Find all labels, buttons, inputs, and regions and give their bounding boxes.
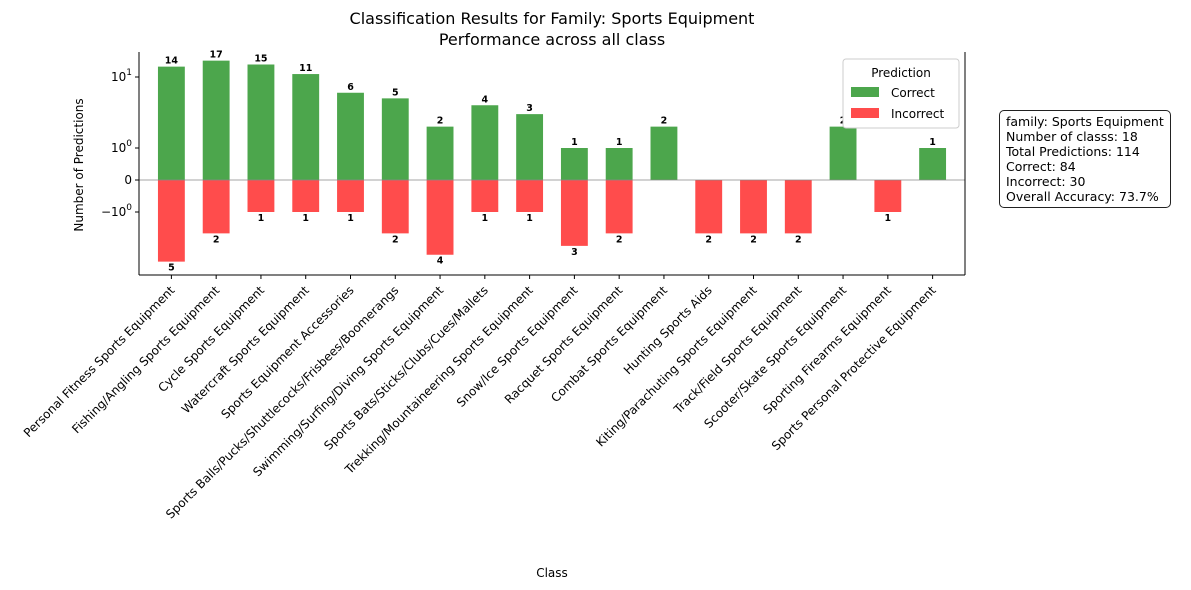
bar-correct [157, 66, 185, 180]
x-tick-label: Sports Personal Protective Equipment [769, 283, 939, 453]
bar-value-label-incorrect: 2 [705, 234, 712, 245]
bar-value-label-incorrect: 1 [258, 213, 265, 224]
bar-incorrect [516, 180, 544, 212]
summary-line-family: family: Sports Equipment [1006, 114, 1164, 129]
bar-incorrect [874, 180, 902, 212]
legend-title: Prediction [871, 66, 931, 80]
bar-value-label-incorrect: 1 [482, 213, 489, 224]
bar-incorrect [337, 180, 364, 212]
bar-correct [247, 64, 275, 180]
bar-incorrect [605, 180, 633, 234]
bar-value-label-incorrect: 2 [616, 234, 623, 245]
bar-value-label-incorrect: 1 [526, 213, 533, 224]
bar-incorrect [426, 180, 454, 255]
summary-line-class-count: Number of classs: 18 [1006, 129, 1138, 144]
x-axis-label: Class [536, 566, 568, 580]
bar-correct [337, 92, 364, 180]
bar-value-label-correct: 1 [571, 137, 578, 148]
bar-correct [605, 148, 633, 180]
bar-incorrect [381, 180, 409, 234]
bar-value-label-incorrect: 4 [437, 256, 444, 267]
bar-value-label-correct: 6 [347, 82, 354, 93]
value-labels-layer: 145172151111615224413113122222211 [165, 50, 936, 274]
x-tick-label: Sports Bats/Sticks/Clubs/Cues/Mallets [321, 283, 491, 453]
bar-incorrect [560, 180, 588, 246]
summary-line-correct: Correct: 84 [1006, 159, 1076, 174]
bar-value-label-incorrect: 2 [392, 234, 399, 245]
bar-incorrect [202, 180, 230, 234]
summary-line-accuracy: Overall Accuracy: 73.7% [1006, 189, 1159, 204]
bar-value-label-correct: 2 [661, 116, 668, 127]
y-tick-label: 100 [111, 139, 132, 155]
bar-value-label-correct: 1 [616, 137, 623, 148]
bar-incorrect [292, 180, 320, 212]
bar-correct [471, 105, 499, 180]
legend-label-correct: Correct [891, 86, 935, 100]
bar-value-label-incorrect: 1 [347, 213, 354, 224]
bar-correct [560, 148, 588, 180]
bar-value-label-correct: 17 [210, 50, 223, 61]
y-tick-label: 0 [124, 173, 132, 187]
bar-value-label-correct: 1 [929, 137, 936, 148]
legend-swatch-correct [851, 87, 879, 97]
summary-box: family: Sports Equipment Number of class… [999, 110, 1171, 208]
bar-value-label-correct: 4 [482, 94, 489, 105]
bar-incorrect [695, 180, 723, 234]
bar-correct [292, 74, 320, 180]
bar-value-label-incorrect: 3 [571, 247, 578, 258]
y-tick-label: 101 [111, 68, 132, 84]
bar-incorrect [740, 180, 767, 234]
bar-correct [516, 114, 544, 180]
bar-value-label-incorrect: 2 [213, 234, 220, 245]
y-tick-label: −100 [101, 203, 132, 219]
bar-value-label-incorrect: 1 [302, 213, 309, 224]
bar-value-label-incorrect: 1 [885, 213, 892, 224]
bar-correct [426, 126, 454, 180]
x-tick-label: Kiting/Parachuting Sports Equipment [593, 283, 759, 449]
x-ticks-layer: Personal Fitness Sports EquipmentFishing… [21, 275, 939, 522]
bar-value-label-incorrect: 5 [168, 263, 175, 274]
y-axis-label: Number of Predictions [72, 98, 86, 231]
legend-label-incorrect: Incorrect [891, 107, 944, 121]
axes-layer [138, 52, 966, 276]
legend-swatch-incorrect [851, 108, 879, 118]
bar-incorrect [471, 180, 499, 212]
summary-line-total: Total Predictions: 114 [1006, 144, 1140, 159]
bar-value-label-incorrect: 2 [750, 234, 757, 245]
bar-correct [829, 126, 857, 180]
bar-correct [381, 98, 409, 180]
bar-correct [650, 126, 678, 180]
bar-incorrect [784, 180, 812, 234]
chart-title: Classification Results for Family: Sport… [350, 9, 755, 28]
bar-value-label-correct: 14 [165, 56, 179, 67]
x-tick-label: Personal Fitness Sports Equipment [21, 283, 178, 440]
summary-line-incorrect: Incorrect: 30 [1006, 174, 1086, 189]
bar-value-label-correct: 11 [299, 63, 312, 74]
legend: Prediction Correct Incorrect [842, 58, 960, 129]
chart-subtitle: Performance across all class [439, 30, 665, 49]
bar-value-label-correct: 15 [254, 53, 267, 64]
x-tick-label: Hunting Sports Aids [621, 283, 715, 377]
bar-value-label-incorrect: 2 [795, 234, 802, 245]
bar-value-label-correct: 2 [437, 116, 444, 127]
bar-correct [202, 60, 230, 181]
bars-layer [157, 60, 947, 262]
bar-correct [919, 148, 947, 180]
bar-value-label-correct: 3 [526, 103, 533, 114]
bar-incorrect [157, 180, 185, 262]
bar-incorrect [247, 180, 275, 212]
y-ticks-layer: 101 100 0 −100 [101, 68, 139, 219]
bar-value-label-correct: 5 [392, 87, 399, 98]
